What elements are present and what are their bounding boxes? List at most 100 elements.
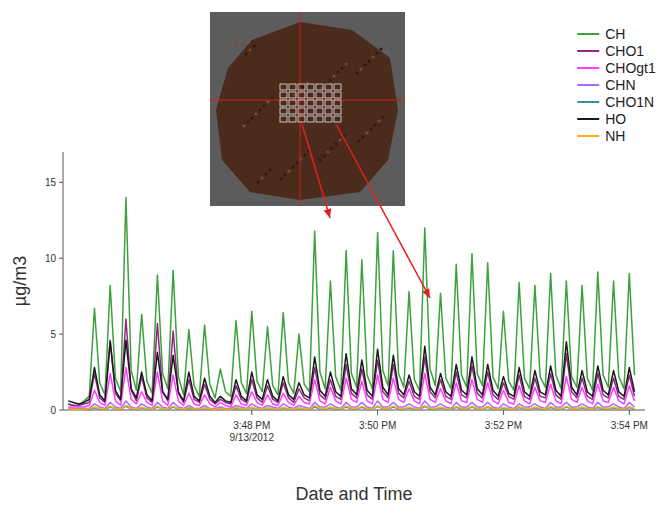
speck xyxy=(344,62,347,65)
speck xyxy=(260,176,263,179)
legend-label: CHN xyxy=(605,77,635,93)
grid-cell xyxy=(289,108,296,114)
speck xyxy=(359,67,362,70)
x-tick xyxy=(377,410,378,415)
series-line xyxy=(68,401,634,409)
legend-swatch xyxy=(577,135,599,137)
speck xyxy=(262,104,265,107)
grid-cell xyxy=(289,100,296,106)
y-axis-line xyxy=(63,152,64,410)
series-line xyxy=(68,405,634,409)
y-tick-label: 10 xyxy=(45,253,57,264)
grid-cell xyxy=(307,116,314,122)
x-tick-label: 3:54 PM xyxy=(611,420,648,431)
grid-cell xyxy=(325,92,332,98)
x-tick-label-line: 3:54 PM xyxy=(611,420,648,431)
speck xyxy=(373,123,376,126)
grid-cell xyxy=(334,84,341,90)
arrow-head xyxy=(422,288,430,298)
inset-background xyxy=(210,12,405,206)
x-tick-label: 3:52 PM xyxy=(485,420,522,431)
speck xyxy=(252,44,255,47)
speck xyxy=(266,100,269,103)
grid-cell xyxy=(307,108,314,114)
series-line xyxy=(68,406,634,409)
grid-cell xyxy=(316,108,323,114)
y-tick-label: 5 xyxy=(50,329,56,340)
grid-cell xyxy=(325,100,332,106)
speck xyxy=(326,150,329,153)
grid-cell xyxy=(334,100,341,106)
speck xyxy=(330,146,333,149)
grid-cell xyxy=(298,84,305,90)
speck xyxy=(291,165,294,168)
speck xyxy=(367,59,370,62)
grid-cell xyxy=(307,92,314,98)
speck xyxy=(242,124,245,127)
speck xyxy=(369,127,372,130)
speck xyxy=(248,48,251,51)
x-tick-label-line: 3:48 PM xyxy=(233,420,270,431)
speck xyxy=(363,63,366,66)
legend-label: HO xyxy=(605,111,626,127)
speck xyxy=(279,177,282,180)
arrow-line xyxy=(302,124,330,218)
grid-cell xyxy=(280,92,287,98)
x-tick-label: 3:48 PM9/13/2012 xyxy=(230,420,275,443)
series-line xyxy=(68,198,634,406)
grid-cell xyxy=(298,108,305,114)
speck xyxy=(233,43,236,46)
chart: 0510153:48 PM9/13/20123:50 PM3:52 PM3:54… xyxy=(0,0,662,518)
y-tick xyxy=(59,182,63,183)
arrow-line xyxy=(336,124,430,298)
speck xyxy=(256,180,259,183)
speck xyxy=(264,172,267,175)
legend-label: CHO1N xyxy=(605,94,654,110)
particle xyxy=(216,22,398,200)
series-line xyxy=(68,340,634,404)
legend: CHCHO1CHOgt1CHNCHO1NHONH xyxy=(577,26,656,144)
speck xyxy=(258,108,261,111)
speck xyxy=(365,131,368,134)
x-tick xyxy=(503,410,504,415)
sample-grid xyxy=(280,84,341,122)
legend-label: NH xyxy=(605,128,625,144)
speck xyxy=(336,70,339,73)
speck xyxy=(334,142,337,145)
grid-cell xyxy=(289,116,296,122)
speck xyxy=(250,116,253,119)
grid-cell xyxy=(334,92,341,98)
x-tick-label-line: 3:50 PM xyxy=(359,420,396,431)
speck xyxy=(254,112,257,115)
speck xyxy=(328,78,331,81)
speck xyxy=(287,169,290,172)
grid-cell xyxy=(307,100,314,106)
grid-cell xyxy=(280,100,287,106)
legend-swatch xyxy=(577,67,599,69)
x-tick xyxy=(629,410,630,415)
grid-cell xyxy=(316,100,323,106)
y-axis-title: µg/m3 xyxy=(10,256,30,306)
legend-label: CH xyxy=(605,26,625,42)
grid-cell xyxy=(280,84,287,90)
grid-cell xyxy=(325,84,332,90)
speck xyxy=(270,96,273,99)
speck xyxy=(318,158,321,161)
speck xyxy=(268,168,271,171)
speck xyxy=(246,120,249,123)
legend-swatch xyxy=(577,84,599,86)
grid-cell xyxy=(316,92,323,98)
grid-cell xyxy=(307,84,314,90)
y-tick xyxy=(59,410,63,411)
speck xyxy=(355,71,358,74)
speck xyxy=(295,161,298,164)
speck xyxy=(381,115,384,118)
speck xyxy=(303,153,306,156)
y-tick xyxy=(59,334,63,335)
grid-cell xyxy=(334,116,341,122)
grid-cell xyxy=(325,116,332,122)
speck xyxy=(244,52,247,55)
grid-cell xyxy=(316,84,323,90)
x-tick xyxy=(251,410,252,415)
legend-swatch xyxy=(577,33,599,35)
